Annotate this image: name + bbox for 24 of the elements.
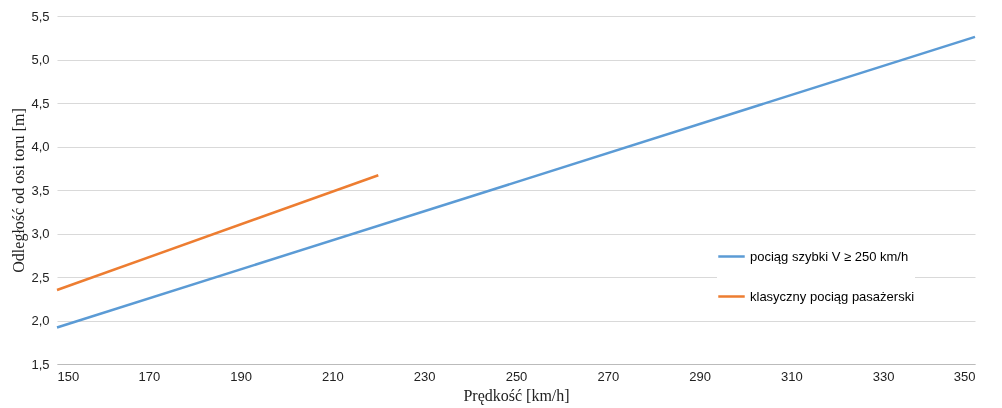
- x-tick-label: 190: [230, 368, 252, 384]
- x-tick-label: 310: [781, 368, 803, 384]
- x-tick-label: 250: [505, 368, 528, 384]
- y-tick-label: 5,0: [31, 52, 50, 67]
- x-tick-label: 290: [689, 368, 711, 384]
- legend-label: pociąg szybki V ≥ 250 km/h: [750, 248, 909, 264]
- x-tick-label: 150: [57, 368, 80, 384]
- y-tick-label: 3,0: [31, 226, 50, 241]
- y-tick-label: 1,5: [31, 356, 50, 372]
- y-tick-label: 2,0: [31, 313, 50, 328]
- x-tick-label: 230: [413, 368, 436, 384]
- y-tick-label: 4,0: [31, 139, 50, 154]
- x-axis-title: Prędkość [km/h]: [463, 386, 570, 405]
- x-tick-label: 170: [138, 368, 161, 384]
- y-tick-label: 4,5: [31, 95, 50, 111]
- x-tick-label: 210: [322, 368, 344, 384]
- y-tick-label: 2,5: [31, 269, 50, 285]
- x-tick-label: 270: [597, 368, 620, 384]
- y-tick-label: 5,5: [31, 8, 50, 24]
- x-tick-label: 350: [953, 368, 976, 384]
- x-tick-label: 330: [872, 368, 895, 384]
- legend-label: klasyczny pociąg pasażerski: [750, 288, 915, 304]
- y-tick-label: 3,5: [31, 182, 50, 198]
- y-axis-title: Odległość od osi toru [m]: [10, 108, 29, 273]
